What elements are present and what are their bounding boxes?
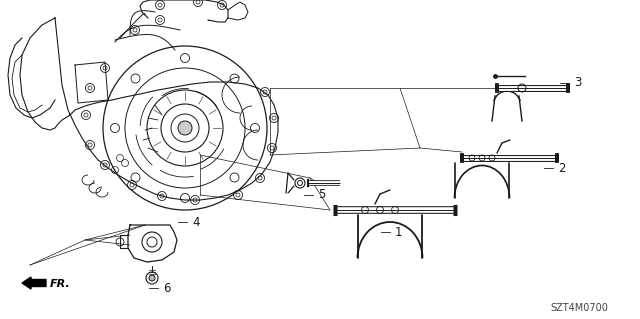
Circle shape (149, 275, 155, 281)
Text: 5: 5 (318, 189, 325, 202)
Text: 6: 6 (163, 281, 170, 294)
Text: FR.: FR. (50, 279, 71, 289)
Circle shape (178, 121, 192, 135)
Text: 2: 2 (558, 161, 566, 174)
Text: SZT4M0700: SZT4M0700 (550, 303, 608, 313)
Text: 4: 4 (192, 216, 200, 228)
FancyArrow shape (22, 277, 46, 289)
Text: 3: 3 (574, 77, 581, 90)
Text: 1: 1 (395, 226, 403, 239)
